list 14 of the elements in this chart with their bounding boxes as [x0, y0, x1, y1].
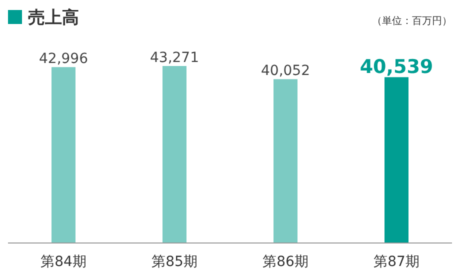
x-tick-label: 第86期: [262, 254, 308, 270]
bar: [384, 77, 408, 243]
x-tick-label: 第84期: [40, 254, 86, 270]
text: （単位：百万円）: [372, 15, 452, 27]
x-tick-label: 第87期: [374, 254, 420, 270]
data-label: 43,271: [150, 50, 199, 66]
bar: [162, 66, 186, 243]
data-label: 42,996: [39, 51, 88, 68]
chart-title: 売上高: [28, 8, 79, 28]
x-tick-label: 第85期: [152, 254, 198, 270]
data-label: 40,539: [360, 56, 434, 78]
bar: [274, 79, 298, 243]
bar: [52, 67, 76, 243]
data-label: 40,052: [261, 63, 310, 80]
